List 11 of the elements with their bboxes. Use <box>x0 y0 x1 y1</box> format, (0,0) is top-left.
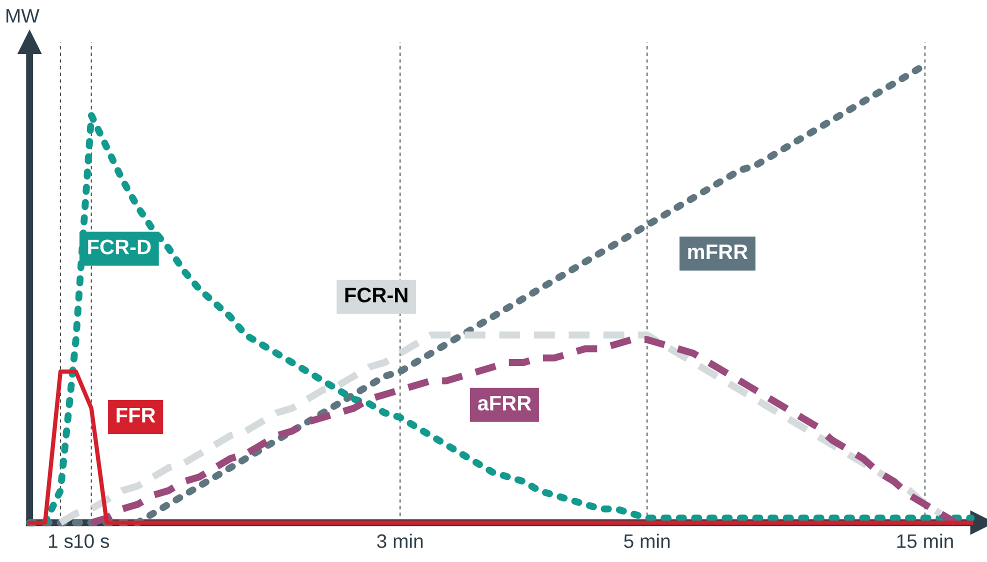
series-label: FFR <box>116 408 156 422</box>
x-tick-label: 5 min <box>624 534 670 548</box>
x-tick-label: 10 s <box>74 534 110 548</box>
series-label: aFRR <box>478 396 532 411</box>
series-label: FCR-D <box>88 240 151 254</box>
series-label: FCR-N <box>345 288 408 302</box>
series-label: mFRR <box>688 244 748 259</box>
x-tick-label: 3 min <box>377 534 423 548</box>
y-axis-title: MW <box>6 9 40 23</box>
x-tick-label: 1 s <box>49 534 73 548</box>
x-tick-label: 15 min <box>897 534 953 548</box>
